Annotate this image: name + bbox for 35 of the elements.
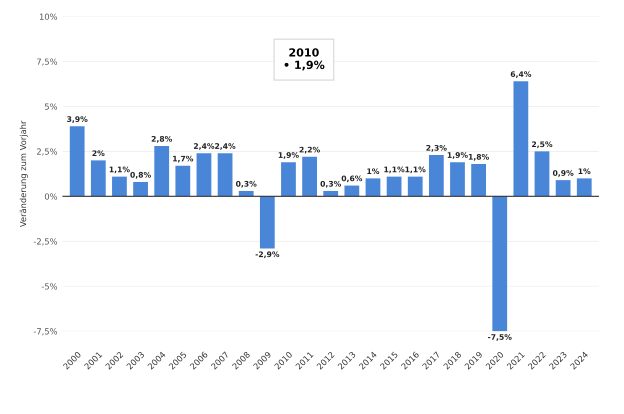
bar (133, 182, 148, 196)
bar (90, 160, 106, 196)
bar (302, 156, 317, 196)
bar (281, 162, 296, 196)
bar (428, 155, 444, 196)
bar (366, 178, 380, 196)
y-tick-label: 0% (44, 193, 58, 200)
bar (218, 153, 232, 196)
bar (112, 176, 127, 196)
y-tick-label: 10% (40, 14, 58, 20)
bar (492, 196, 508, 332)
bar (323, 190, 338, 196)
bar (70, 126, 85, 196)
y-tick-label: 7,5% (37, 58, 58, 66)
bar (408, 176, 423, 196)
y-tick-label: -7,5% (34, 328, 58, 336)
y-tick-label: -2,5% (34, 238, 58, 246)
y-tick-label: 5% (44, 103, 58, 110)
bar (471, 164, 486, 196)
bar (513, 81, 528, 196)
bar (175, 166, 190, 196)
bar (154, 146, 170, 196)
bar (260, 196, 275, 248)
bar (556, 180, 571, 196)
y-tick-label: -5% (42, 283, 58, 290)
y-tick-label: 2,5% (36, 148, 58, 156)
bar (534, 151, 550, 196)
bar (576, 178, 592, 196)
bar (196, 153, 212, 196)
bar (344, 186, 360, 196)
y-axis-title: Veränderung zum Vorjahr (20, 120, 28, 228)
bar (386, 176, 402, 196)
annotation: 2010 • 1,9% (284, 48, 324, 70)
bar (238, 190, 254, 196)
bar (450, 162, 465, 196)
